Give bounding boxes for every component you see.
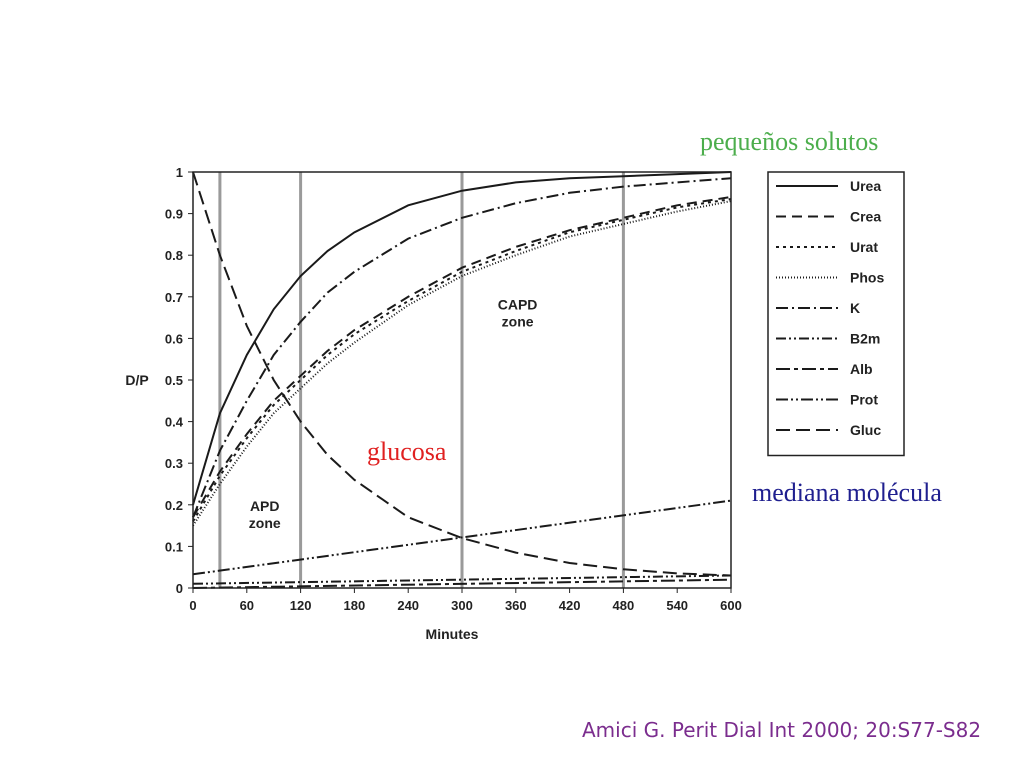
y-tick-label: 0.9	[165, 207, 183, 222]
x-tick-label: 0	[189, 598, 196, 613]
x-tick-label: 240	[397, 598, 419, 613]
series-gluc	[192, 171, 732, 577]
legend-label-gluc: Gluc	[850, 422, 881, 438]
annotation-small-solutes: pequeños solutos	[700, 127, 879, 156]
legend-label-k: K	[850, 300, 860, 316]
citation: Amici G. Perit Dial Int 2000; 20:S77-S82	[582, 718, 982, 742]
y-tick-label: 0.4	[165, 415, 184, 430]
series-alb	[192, 578, 732, 589]
zone-label-1: zone	[502, 313, 534, 329]
grid-layer	[218, 172, 625, 588]
zone-label-0: APD	[250, 498, 280, 514]
annotation-middle-molecule: mediana molécula	[752, 478, 942, 507]
legend-label-urat: Urat	[850, 239, 878, 255]
y-axis-label: D/P	[125, 372, 148, 388]
axis-layer: 0 60 120 180 240 300 360 420 480 540 600 0 0.1 0.2 0.3…	[125, 165, 742, 642]
x-tick-label: 360	[505, 598, 527, 613]
legend-label-b2m: B2m	[850, 331, 880, 347]
series-urea	[192, 171, 732, 506]
legend-layer: Urea Crea Urat Phos K B2m Alb Prot Gluc	[767, 171, 905, 457]
legend-box	[767, 171, 905, 457]
series-phos	[192, 200, 732, 527]
zone-label-1: CAPD	[498, 296, 538, 312]
x-tick-label: 120	[290, 598, 312, 613]
x-axis-label: Minutes	[426, 626, 479, 642]
legend-label-urea: Urea	[850, 178, 881, 194]
x-tick-label: 600	[720, 598, 742, 613]
series-k	[192, 177, 732, 518]
x-tick-label: 180	[344, 598, 366, 613]
x-tick-label: 420	[559, 598, 581, 613]
y-tick-label: 0.6	[165, 331, 183, 346]
x-tick-label: 60	[240, 598, 254, 613]
series-layer	[192, 171, 732, 589]
legend-label-prot: Prot	[850, 392, 878, 408]
legend-label-phos: Phos	[850, 270, 884, 286]
legend-label-crea: Crea	[850, 209, 881, 225]
y-tick-label: 0.8	[165, 248, 183, 263]
y-tick-label: 0.3	[165, 456, 183, 471]
y-tick-label: 0.1	[165, 539, 183, 554]
y-tick-label: 0	[176, 581, 183, 596]
y-tick-label: 0.7	[165, 290, 183, 305]
y-tick-label: 0.2	[165, 498, 183, 513]
annotation-glucose: glucosa	[367, 437, 447, 466]
x-tick-label: 540	[666, 598, 688, 613]
y-tick-label: 1	[176, 165, 183, 180]
series-crea	[192, 196, 732, 518]
x-tick-label: 300	[451, 598, 473, 613]
series-prot	[192, 499, 732, 576]
legend-label-alb: Alb	[850, 361, 873, 377]
series-urat	[192, 198, 732, 522]
y-tick-label: 0.5	[165, 373, 183, 388]
x-tick-label: 480	[613, 598, 635, 613]
zone-label-0: zone	[249, 515, 281, 531]
